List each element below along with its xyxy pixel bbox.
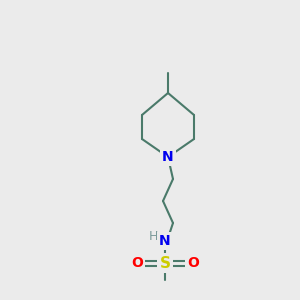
Text: N: N <box>159 234 171 248</box>
Text: H: H <box>148 230 158 242</box>
Text: S: S <box>160 256 170 271</box>
Text: N: N <box>162 150 174 164</box>
Text: O: O <box>187 256 199 270</box>
Text: O: O <box>131 256 143 270</box>
